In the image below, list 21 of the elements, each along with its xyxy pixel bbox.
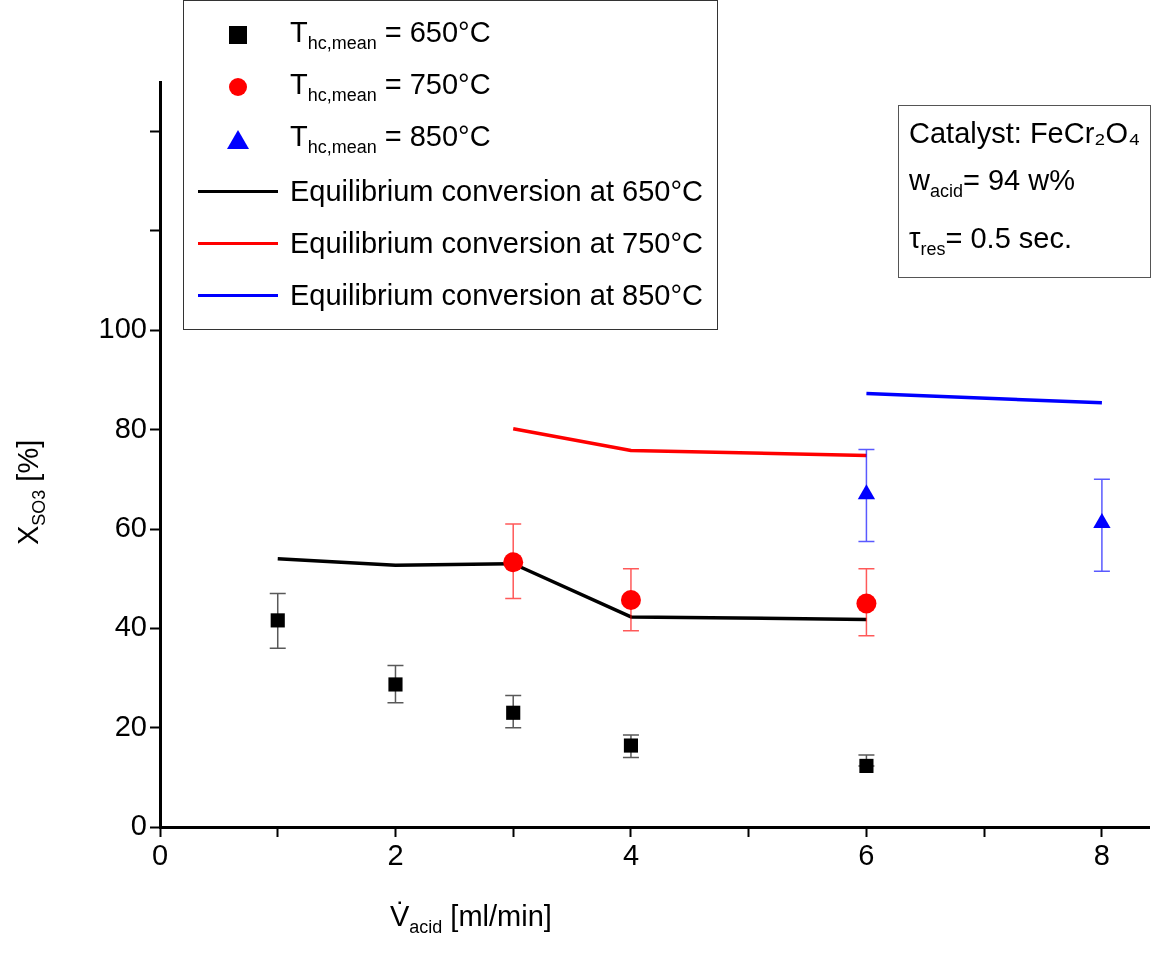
y-tick-label: 60 xyxy=(114,511,147,543)
x-tick-label: 6 xyxy=(858,839,875,872)
annotation: w$_{acid}$= 94 w% xyxy=(909,163,1076,203)
x-tick-label: 0 xyxy=(151,839,169,872)
legend-label: Equilibrium conversion at 650°C xyxy=(290,174,703,208)
y-tick-label: 20 xyxy=(114,709,147,742)
y-tick-label: 80 xyxy=(114,411,147,444)
x-tick-label: 4 xyxy=(622,839,640,872)
x-tick-label: 8 xyxy=(1093,839,1110,872)
x-tick-label: 2 xyxy=(387,839,404,872)
legend-label: Equilibrium conversion at 850°C xyxy=(290,278,703,312)
legend-label: T$_{hc,mean}$ = 750°C xyxy=(290,68,491,106)
legend-label: T$_{hc,mean}$ = 850°C xyxy=(290,120,491,158)
annotation: τ$_{res}$= 0.5 sec. xyxy=(909,220,1074,261)
y-tick-label: 100 xyxy=(98,312,147,345)
legend-label: T$_{hc,mean}$ = 650°C xyxy=(290,16,491,54)
y-tick-label: 0 xyxy=(130,809,147,841)
y-tick-label: 40 xyxy=(114,610,147,643)
x-axis-title: V̇$_{acid}$ [ml/min] xyxy=(390,900,552,938)
annotation: Catalyst: FeCr₂O₄ xyxy=(909,116,1140,151)
legend-label: Equilibrium conversion at 750°C xyxy=(290,226,703,260)
